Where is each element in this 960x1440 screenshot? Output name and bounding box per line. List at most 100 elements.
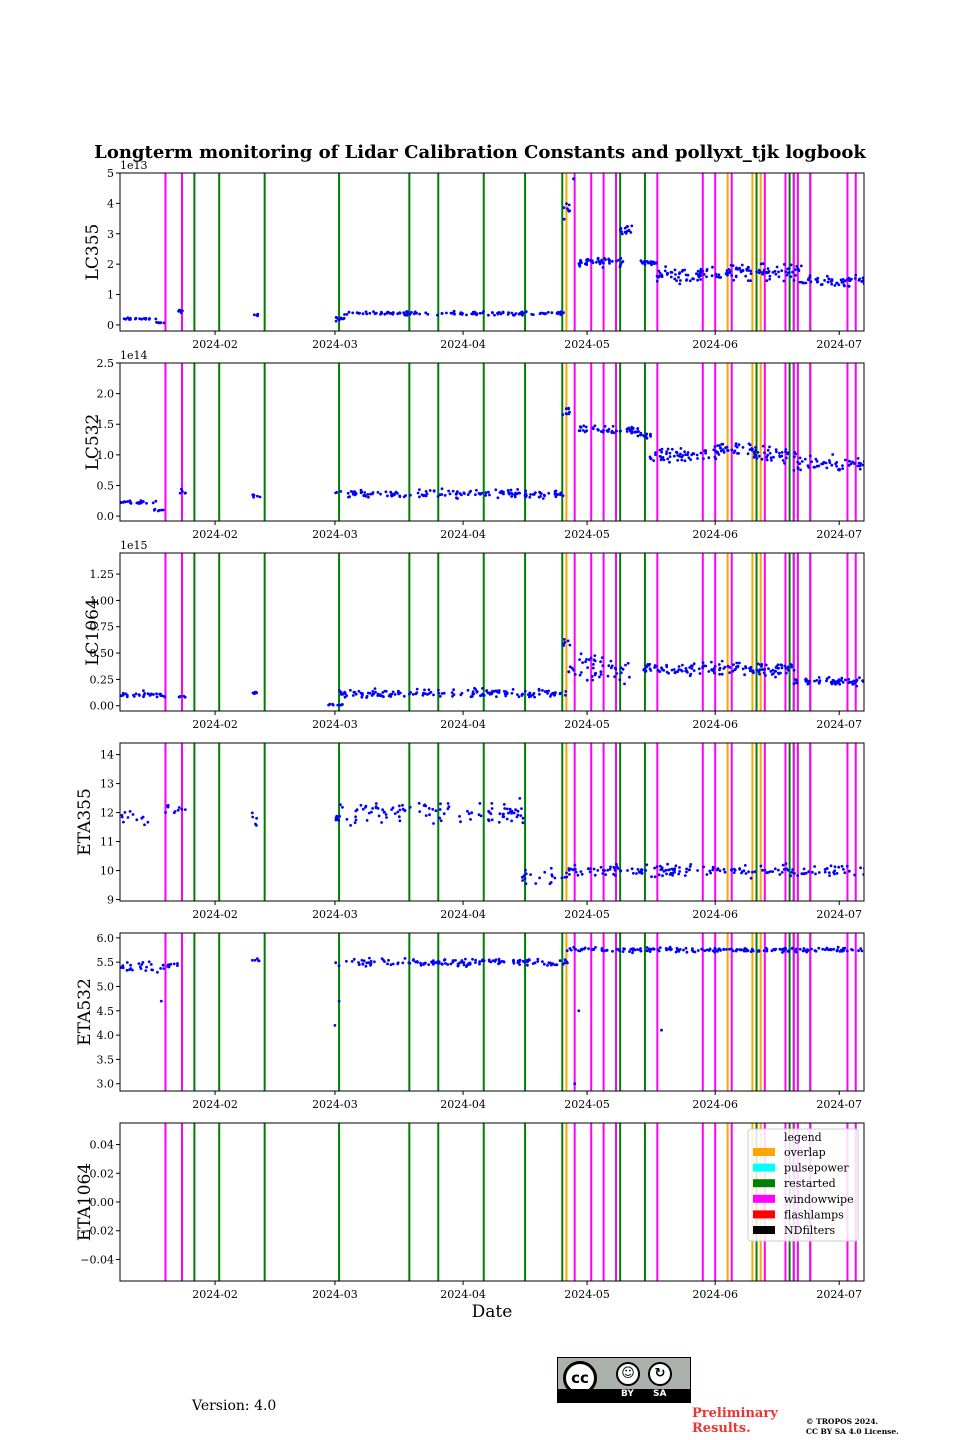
data-point [521, 313, 524, 317]
data-point [451, 489, 455, 493]
data-point [777, 270, 780, 274]
data-point [791, 270, 794, 274]
data-point [380, 821, 383, 824]
data-point [162, 967, 166, 970]
data-point [161, 963, 165, 967]
data-point [374, 690, 377, 694]
data-point [636, 427, 640, 430]
data-point [619, 227, 623, 230]
data-point [513, 495, 517, 499]
data-point [606, 674, 610, 678]
data-point [348, 495, 351, 498]
data-point [377, 814, 381, 818]
data-point [164, 811, 168, 814]
data-point [781, 459, 785, 462]
data-point [827, 675, 831, 679]
data-point [619, 263, 622, 267]
data-point [536, 960, 540, 963]
data-point [770, 459, 773, 462]
data-point [804, 678, 807, 682]
data-point [178, 491, 182, 495]
data-point [615, 865, 619, 868]
x-tick-label: 2024-05 [564, 528, 610, 541]
data-point [547, 310, 550, 314]
data-point [665, 452, 668, 456]
data-point [450, 311, 454, 315]
data-point [478, 960, 481, 964]
data-point [338, 703, 342, 707]
y-tick-label: 2 [107, 258, 114, 271]
data-point [830, 463, 834, 467]
data-point [754, 448, 758, 452]
data-point [594, 671, 597, 675]
data-point [549, 695, 552, 698]
data-point [135, 818, 139, 822]
data-point [569, 867, 573, 871]
data-point [749, 950, 753, 953]
data-point [393, 693, 397, 696]
data-point [480, 959, 484, 963]
data-point [488, 810, 491, 814]
data-point [398, 808, 402, 812]
data-point [700, 947, 704, 951]
data-point [669, 270, 673, 274]
data-point [439, 802, 442, 806]
y-tick-label: 0.02 [90, 1167, 115, 1180]
data-point [831, 453, 835, 456]
legend-box [747, 1128, 859, 1242]
data-point [784, 947, 787, 951]
data-point [758, 672, 761, 676]
y-tick-label: 5 [107, 167, 114, 180]
data-point [660, 450, 664, 454]
data-point [668, 451, 672, 455]
data-point [404, 494, 407, 497]
data-point [799, 264, 803, 268]
data-point [487, 490, 490, 494]
data-point [597, 260, 601, 263]
data-point [566, 961, 569, 965]
data-point [666, 457, 670, 461]
data-point [730, 274, 734, 277]
data-point [134, 317, 137, 321]
data-point [787, 668, 790, 672]
data-point [696, 457, 699, 460]
data-point [787, 271, 791, 275]
y-tick-label: 0.0 [97, 510, 115, 523]
panel-lc532: 0.0 0.5 1.0 1.5 2.0 2.5 2024-02 2024-03 2024-04 2… [83, 349, 865, 541]
x-tick-label: 2024-07 [816, 718, 862, 731]
data-point [835, 464, 838, 468]
data-point [794, 273, 797, 277]
data-point [652, 260, 655, 264]
data-point [747, 269, 750, 272]
data-point [667, 868, 670, 872]
data-point [741, 667, 745, 671]
data-point [769, 870, 772, 873]
y-tick-label: 0 [107, 319, 114, 332]
data-point [804, 871, 808, 875]
data-point [556, 493, 560, 496]
data-point [347, 310, 351, 314]
data-point [526, 693, 530, 696]
data-point [836, 948, 839, 952]
data-point [502, 960, 505, 963]
data-point [386, 494, 389, 498]
data-point [159, 967, 163, 970]
data-point [825, 677, 829, 681]
data-point [593, 654, 597, 657]
data-point [360, 958, 364, 962]
data-point [823, 868, 827, 871]
data-point [556, 310, 560, 314]
x-tick-label: 2024-07 [816, 908, 862, 921]
data-point [440, 312, 444, 315]
data-point [432, 489, 436, 493]
data-point [711, 949, 715, 953]
data-point [566, 207, 569, 211]
data-point [493, 960, 497, 963]
data-point [506, 489, 510, 492]
data-point [444, 962, 447, 965]
y-tick-label: 0.25 [90, 673, 115, 686]
data-point [579, 870, 583, 873]
data-point [793, 949, 797, 953]
data-point [560, 876, 564, 880]
data-point [661, 874, 664, 878]
